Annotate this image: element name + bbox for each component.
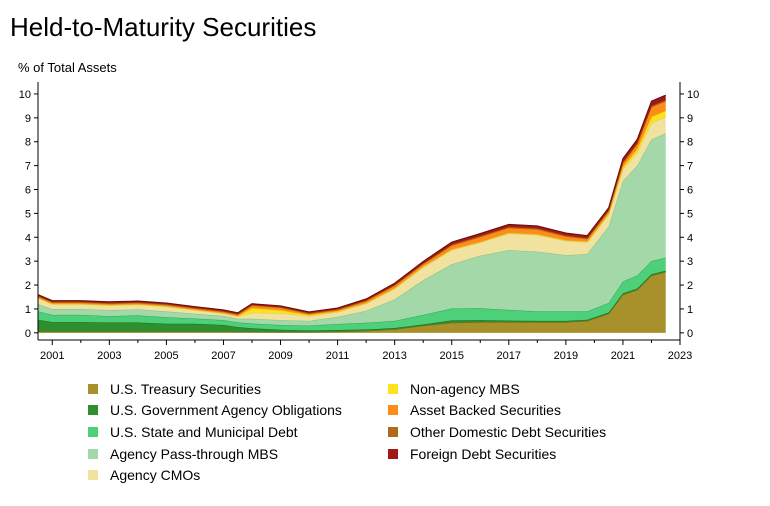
x-tick-label: 2015 xyxy=(439,350,463,362)
legend-item-agency-pass-through-mbs: Agency Pass-through MBS xyxy=(88,443,342,465)
plot-frame xyxy=(37,82,681,341)
x-tick-label: 2001 xyxy=(40,350,64,362)
y-axis-label: % of Total Assets xyxy=(18,60,117,75)
legend-label: U.S. Treasury Securities xyxy=(110,380,261,397)
y-tick-label-left: 7 xyxy=(25,161,31,173)
y-axis-right: 0 1 2 3 4 5 6 7 8 9 10 xyxy=(680,89,699,340)
legend-item-foreign-debt-securities: Foreign Debt Securities xyxy=(388,443,606,465)
y-tick-label-left: 4 xyxy=(25,232,31,244)
y-tick-label-left: 0 xyxy=(25,328,31,340)
y-tick-label-right: 7 xyxy=(687,161,693,173)
legend-item-asset-backed-securities: Asset Backed Securities xyxy=(388,400,606,422)
y-tick-label-left: 5 xyxy=(25,208,31,220)
legend-label: Agency CMOs xyxy=(110,467,201,484)
y-tick-label-right: 5 xyxy=(687,208,693,220)
y-tick-label-right: 3 xyxy=(687,256,693,268)
legend-label: Non-agency MBS xyxy=(410,380,520,397)
x-tick-label: 2021 xyxy=(611,350,635,362)
y-tick-label-right: 10 xyxy=(687,89,699,101)
y-tick-label-left: 8 xyxy=(25,137,31,149)
y-tick-label-left: 10 xyxy=(19,89,31,101)
legend-swatch xyxy=(88,470,98,481)
x-tick-label: 2013 xyxy=(382,350,406,362)
legend-column-left: U.S. Treasury Securities U.S. Government … xyxy=(88,378,342,486)
legend-swatch xyxy=(88,448,98,459)
legend-swatch xyxy=(388,383,398,394)
area-agency-pass-through-mbs xyxy=(38,133,666,326)
y-tick-label-right: 0 xyxy=(687,328,693,340)
chart-title: Held-to-Maturity Securities xyxy=(10,12,317,42)
legend-label: Agency Pass-through MBS xyxy=(110,445,279,462)
legend-item-u-s-treasury-securities: U.S. Treasury Securities xyxy=(88,378,342,400)
y-tick-label-right: 2 xyxy=(687,280,693,292)
legend-column-right: Non-agency MBS Asset Backed Securities Oth… xyxy=(388,378,606,464)
x-tick-label: 2023 xyxy=(668,350,692,362)
legend-item-u-s-state-and-municipal-debt: U.S. State and Municipal Debt xyxy=(88,421,342,443)
y-tick-label-left: 3 xyxy=(25,256,31,268)
x-tick-label: 2017 xyxy=(497,350,521,362)
x-tick-label: 2007 xyxy=(211,350,235,362)
y-tick-label-left: 1 xyxy=(25,304,31,316)
legend-item-other-domestic-debt-securities: Other Domestic Debt Securities xyxy=(388,421,606,443)
x-tick-label: 2019 xyxy=(554,350,578,362)
legend-label: Asset Backed Securities xyxy=(410,402,561,419)
x-axis: 2001 2003 2005 2007 2009 2011 2013 2015 2017 2019… xyxy=(40,340,692,362)
legend-swatch xyxy=(388,405,398,416)
legend-swatch xyxy=(388,448,398,459)
area-series-group xyxy=(37,94,666,333)
y-tick-label-right: 9 xyxy=(687,113,693,125)
legend-item-agency-cmos: Agency CMOs xyxy=(88,464,342,486)
y-tick-label-left: 2 xyxy=(25,280,31,292)
y-tick-label-right: 8 xyxy=(687,137,693,149)
legend-item-u-s-government-agency-obligations: U.S. Government Agency Obligations xyxy=(88,400,342,422)
x-tick-label: 2003 xyxy=(97,350,121,362)
area-edge-foreign-debt-securities xyxy=(37,94,666,314)
x-tick-label: 2005 xyxy=(154,350,178,362)
y-tick-label-left: 9 xyxy=(25,113,31,125)
y-tick-label-right: 1 xyxy=(687,304,693,316)
x-tick-label: 2009 xyxy=(268,350,292,362)
area-u-s-government-agency-obligations xyxy=(38,270,666,333)
legend-swatch xyxy=(88,383,98,394)
y-tick-label-right: 4 xyxy=(687,232,693,244)
area-u-s-treasury-securities xyxy=(38,271,666,333)
legend-label: Foreign Debt Securities xyxy=(410,445,557,462)
legend-label: Other Domestic Debt Securities xyxy=(410,423,607,440)
legend-item-non-agency-mbs: Non-agency MBS xyxy=(388,378,606,400)
y-axis-left: 0 1 2 3 4 5 6 7 8 9 10 xyxy=(19,89,38,340)
legend-swatch xyxy=(88,426,98,437)
legend-label: U.S. State and Municipal Debt xyxy=(110,423,298,440)
y-tick-label-right: 6 xyxy=(687,185,693,197)
legend-swatch xyxy=(88,405,98,416)
area-u-s-state-and-municipal-debt xyxy=(38,257,666,331)
legend-label: U.S. Government Agency Obligations xyxy=(110,402,342,419)
legend-swatch xyxy=(388,426,398,437)
y-tick-label-left: 6 xyxy=(25,185,31,197)
x-tick-label: 2011 xyxy=(326,350,350,362)
